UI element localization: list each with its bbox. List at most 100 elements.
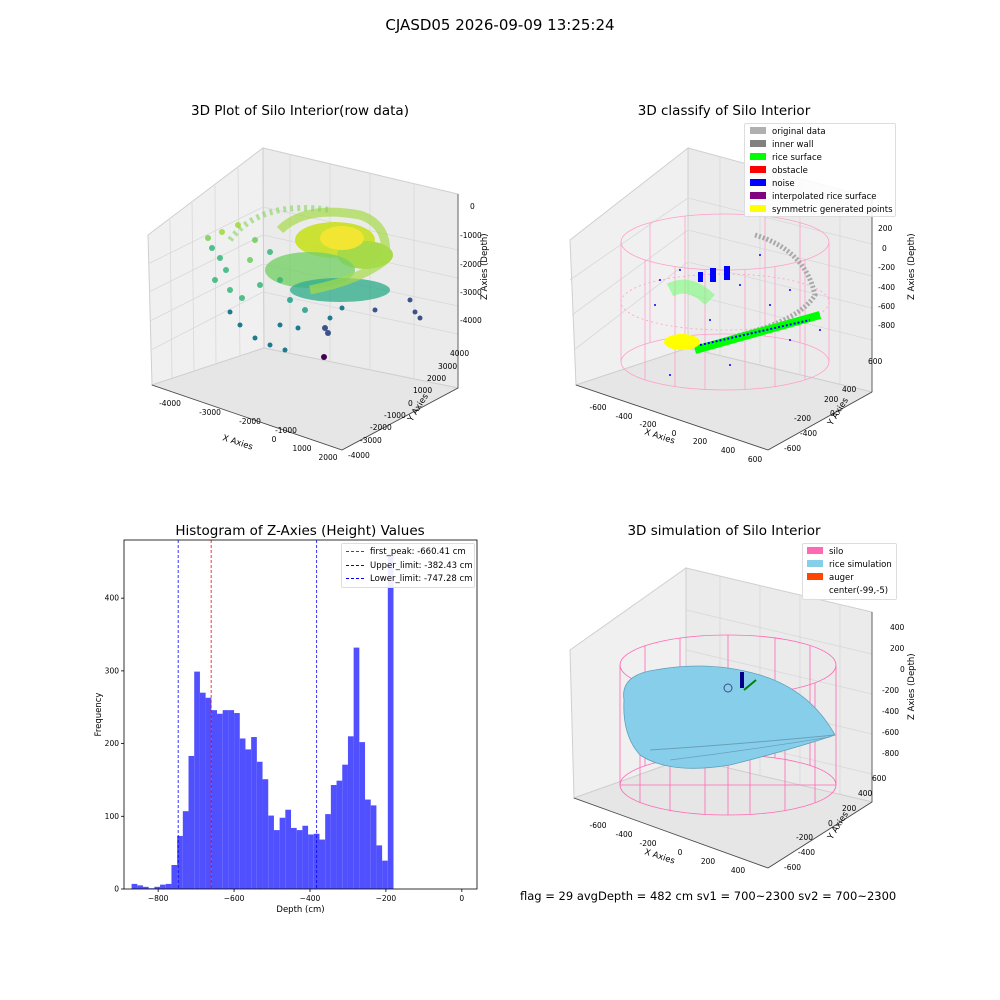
histogram-bar	[336, 780, 343, 889]
x-tick-label: −400	[300, 894, 321, 903]
legend-label: center(-99,-5)	[829, 586, 889, 596]
classify-z-tick: -400	[878, 283, 895, 292]
raw-y-tick: -1000	[384, 411, 406, 420]
histogram-bar	[353, 647, 360, 889]
y-tick-label: 300	[105, 666, 120, 675]
classify-z-tick: -200	[878, 263, 895, 272]
raw-panel-title: 3D Plot of Silo Interior(row data)	[191, 103, 409, 119]
classify-y-tick: 400	[842, 385, 857, 394]
classify-y-tick: -600	[784, 444, 801, 453]
raw-3d-plot: -4000 -3000 -2000 -1000 0 1000 2000 4000…	[147, 146, 490, 462]
histogram-bar	[387, 554, 394, 889]
x-tick-label: −800	[148, 894, 169, 903]
histogram-bar	[262, 779, 269, 889]
raw-x-tick: 0	[272, 435, 277, 444]
x-tick-label: −600	[224, 894, 245, 903]
histogram-bar	[273, 830, 280, 889]
figure-title: CJASD05 2026-09-09 13:25:24	[385, 16, 615, 34]
histogram-bar	[256, 761, 263, 889]
raw-y-tick: -4000	[348, 451, 370, 460]
y-tick-label: 200	[105, 739, 120, 748]
raw-x-tick: -3000	[199, 408, 221, 417]
legend-label: inner wall	[772, 140, 814, 150]
histogram-bar	[245, 749, 252, 889]
legend-swatch	[807, 560, 823, 567]
histogram-bar	[131, 883, 138, 889]
raw-y-tick: 2000	[427, 374, 446, 383]
legend-entry: noise	[750, 179, 795, 189]
legend-swatch	[750, 140, 766, 147]
raw-x-tick: 2000	[318, 453, 337, 462]
histogram-bar	[279, 817, 286, 889]
histogram-chart: −800 −600 −400 −200 0 0 100 200 300 400 Depth (c…	[94, 539, 478, 915]
raw-x-tick: -2000	[239, 417, 261, 426]
raw-z-tick: -4000	[460, 316, 482, 325]
y-tick-label: 100	[105, 812, 120, 821]
classify-x-tick: -400	[615, 412, 632, 421]
simulation-y-tick: 400	[858, 789, 873, 798]
x-tick-label: −200	[376, 894, 397, 903]
histogram-bar	[382, 860, 388, 889]
histogram-bar	[376, 845, 383, 889]
histogram-bar	[199, 692, 206, 889]
raw-z-tick: -2000	[460, 260, 482, 269]
histogram-bar	[160, 884, 166, 889]
legend-entry: interpolated rice surface	[750, 192, 877, 202]
simulation-z-tick: 200	[890, 644, 905, 653]
simulation-x-tick: 0	[678, 848, 683, 857]
histogram-bar	[228, 710, 235, 889]
legend-swatch	[807, 547, 823, 554]
histogram-bar	[347, 736, 354, 889]
histogram-bar	[285, 809, 292, 889]
classify-y-tick: -400	[800, 429, 817, 438]
raw-y-tick: -2000	[370, 423, 392, 432]
histogram-bar	[142, 886, 149, 889]
histogram-bar	[182, 811, 189, 889]
simulation-z-tick: 0	[900, 665, 905, 674]
simulation-y-tick: -400	[798, 848, 815, 857]
histogram-bar	[211, 710, 217, 889]
legend-entry: obstacle	[750, 166, 808, 176]
histogram-x-label: Depth (cm)	[276, 905, 324, 915]
y-tick-label: 0	[114, 885, 119, 894]
raw-z-tick: 0	[470, 202, 475, 211]
y-tick-label: 400	[105, 594, 120, 603]
raw-x-tick: -1000	[275, 426, 297, 435]
legend-label: silo	[829, 547, 844, 557]
simulation-x-tick: -400	[615, 830, 632, 839]
histogram-bar	[359, 742, 366, 889]
histogram-bar	[319, 839, 326, 889]
histogram-bar	[365, 799, 371, 889]
legend-entry: silo	[807, 547, 843, 557]
histogram-bar	[251, 737, 257, 889]
histogram-bar	[216, 713, 223, 889]
simulation-y-tick: -200	[796, 833, 813, 842]
histogram-bar	[165, 883, 172, 889]
legend-entry: first_peak: -660.41 cm	[346, 547, 466, 557]
simulation-3d-plot: -600 -400 -200 0 200 400 600 400 200 0 -…	[569, 567, 917, 875]
raw-y-tick: 4000	[450, 349, 469, 358]
histogram-bar	[171, 865, 178, 889]
classify-z-tick: 0	[882, 244, 887, 253]
legend-entry: inner wall	[750, 140, 813, 150]
histogram-bar	[330, 785, 337, 889]
classify-x-tick: -200	[639, 420, 656, 429]
legend-swatch	[750, 153, 766, 160]
legend-swatch	[750, 166, 766, 173]
simulation-y-tick: 200	[842, 804, 857, 813]
legend-entry: auger	[807, 573, 854, 583]
histogram-bar	[222, 710, 229, 889]
legend-entry: original data	[750, 127, 826, 137]
raw-x-tick: 1000	[292, 444, 311, 453]
simulation-z-tick: -800	[882, 749, 899, 758]
simulation-y-tick: 600	[872, 774, 887, 783]
simulation-x-tick: -200	[639, 839, 656, 848]
legend-entry: Lower_limit: -747.28 cm	[346, 574, 472, 584]
legend-label: rice simulation	[829, 560, 892, 570]
simulation-x-tick: -600	[589, 821, 606, 830]
legend-label: Lower_limit: -747.28 cm	[370, 574, 473, 584]
legend-label: Upper_limit: -382.43 cm	[370, 561, 473, 571]
classify-y-tick: -200	[794, 414, 811, 423]
histogram-bar	[177, 835, 183, 889]
simulation-x-label: X Axies	[643, 847, 676, 866]
